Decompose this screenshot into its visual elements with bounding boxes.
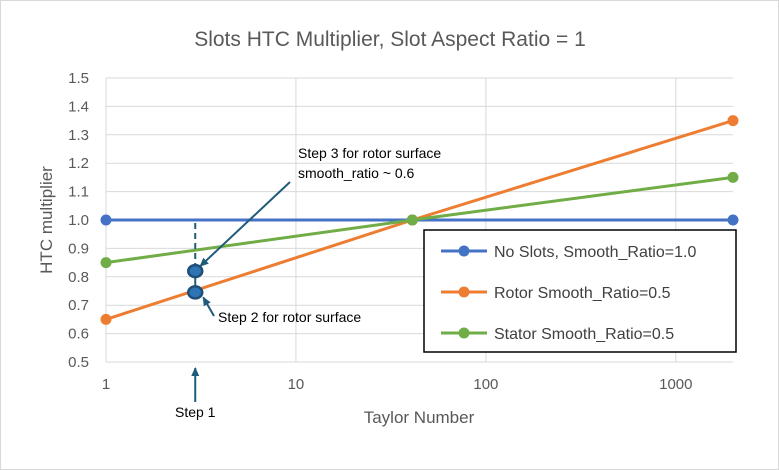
y-tick-label: 1.2 [68,155,89,172]
legend: No Slots, Smooth_Ratio=1.0 Rotor Smooth_R… [423,229,737,353]
data-point [100,313,112,325]
y-tick-label: 0.6 [68,326,89,343]
x-tick-label: 100 [473,376,498,393]
x-tick-label: 10 [288,376,305,393]
annotations: Step 1 Step 2 for rotor surface Step 3 for… [175,145,441,420]
step3-marker [186,263,204,279]
y-tick-label: 0.5 [68,354,89,371]
legend-label: No Slots, Smooth_Ratio=1.0 [494,244,696,261]
series-layer [100,115,739,325]
step3-label-line-2: smooth_ratio ~ 0.6 [298,165,415,181]
step3-arrow [199,181,291,267]
y-tick-label: 0.8 [68,269,89,286]
y-tick-label: 0.7 [68,297,89,314]
legend-label: Stator Smooth_Ratio=0.5 [494,326,674,343]
tick-labels: 0.5 0.6 0.7 0.8 0.9 1.0 1.1 1.2 1.3 1.4 1.5 1 10 100 1… [68,70,692,393]
legend-swatch-marker [458,286,470,298]
legend-swatch-marker [458,327,470,339]
data-point [406,214,418,226]
data-point [100,214,112,226]
x-tick-label: 1000 [659,376,692,393]
legend-label: Rotor Smooth_Ratio=0.5 [494,285,671,302]
y-tick-label: 1.0 [68,212,89,229]
step3-label-line-1: Step 3 for rotor surface [298,145,441,161]
y-tick-label: 1.1 [68,184,89,201]
y-tick-label: 1.3 [68,127,89,144]
y-tick-label: 1.4 [68,98,89,115]
y-tick-label: 0.9 [68,240,89,257]
x-tick-label: 1 [102,376,110,393]
step2-label: Step 2 for rotor surface [218,309,361,325]
x-axis-title: Taylor Number [364,408,475,427]
chart-title: Slots HTC Multiplier, Slot Aspect Ratio … [194,28,586,51]
data-point [727,115,739,127]
data-point [727,171,739,183]
legend-swatch-marker [458,245,470,257]
step2-arrow [202,296,215,317]
step2-marker [186,285,204,300]
data-point [100,257,112,269]
data-point [727,214,739,226]
y-axis-title: HTC multiplier [37,166,56,274]
y-tick-label: 1.5 [68,70,89,87]
step1-label: Step 1 [175,404,216,420]
